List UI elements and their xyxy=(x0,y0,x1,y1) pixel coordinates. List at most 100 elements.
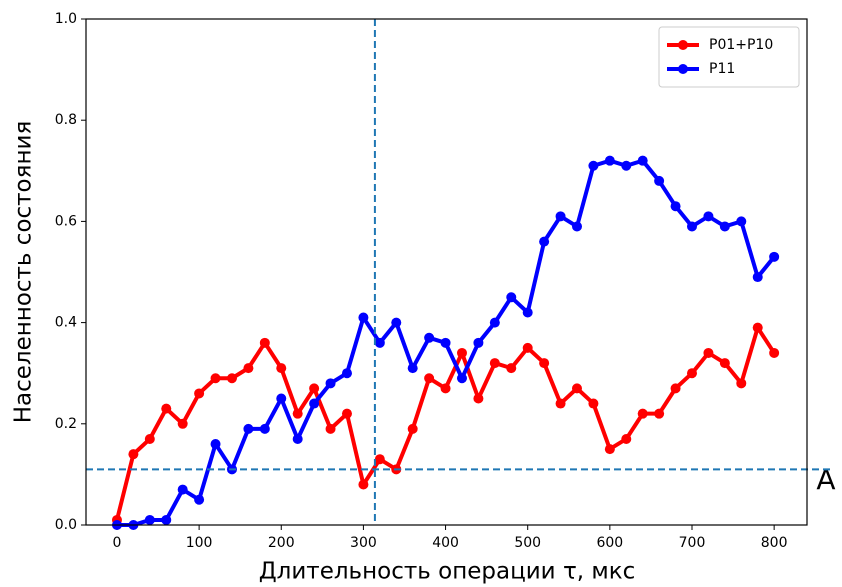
point xyxy=(128,449,139,460)
point xyxy=(752,322,763,333)
point xyxy=(686,368,697,379)
point xyxy=(292,433,303,444)
point xyxy=(325,378,336,389)
point xyxy=(226,373,237,384)
point xyxy=(571,383,582,394)
x-tick-label: 700 xyxy=(679,535,706,551)
point xyxy=(670,201,681,212)
point xyxy=(588,398,599,409)
point xyxy=(276,363,287,374)
point xyxy=(555,398,566,409)
series-line xyxy=(115,325,776,521)
point xyxy=(407,363,418,374)
x-tick-label: 800 xyxy=(761,535,788,551)
point xyxy=(637,155,648,166)
point xyxy=(736,378,747,389)
point xyxy=(686,221,697,232)
x-tick-label: 500 xyxy=(514,535,541,551)
point xyxy=(604,155,615,166)
x-axis-label: Длительность операции τ, мкс xyxy=(259,559,636,585)
point xyxy=(489,358,500,369)
x-tick-label: 0 xyxy=(113,535,122,551)
x-tick-label: 300 xyxy=(350,535,377,551)
point xyxy=(374,337,385,348)
legend-marker xyxy=(678,64,688,74)
point xyxy=(703,211,714,222)
x-tick-label: 200 xyxy=(268,535,295,551)
point xyxy=(177,484,188,495)
plot-frame xyxy=(85,18,808,526)
point xyxy=(473,393,484,404)
point xyxy=(177,418,188,429)
point xyxy=(210,373,221,384)
point xyxy=(522,342,533,353)
legend-label: P11 xyxy=(709,61,735,77)
y-axis-label: Населенность состояния xyxy=(11,121,37,424)
point xyxy=(703,347,714,358)
point xyxy=(654,175,665,186)
point xyxy=(588,160,599,171)
point xyxy=(736,216,747,227)
point xyxy=(358,479,369,490)
x-tick-label: 400 xyxy=(432,535,459,551)
point xyxy=(440,337,451,348)
point xyxy=(654,408,665,419)
point xyxy=(161,403,172,414)
point xyxy=(621,433,632,444)
point xyxy=(259,337,270,348)
point xyxy=(456,347,467,358)
point xyxy=(769,347,780,358)
point xyxy=(358,312,369,323)
y-tick-label: 0.4 xyxy=(55,315,77,331)
point xyxy=(456,373,467,384)
legend-box xyxy=(658,26,800,88)
point xyxy=(341,408,352,419)
point xyxy=(292,408,303,419)
point xyxy=(144,433,155,444)
point xyxy=(194,388,205,399)
point xyxy=(424,332,435,343)
point xyxy=(243,423,254,434)
point xyxy=(719,221,730,232)
y-tick-label: 1.0 xyxy=(55,11,77,27)
point xyxy=(539,236,550,247)
point xyxy=(719,358,730,369)
point xyxy=(555,211,566,222)
point xyxy=(161,514,172,525)
point xyxy=(309,383,320,394)
point xyxy=(637,408,648,419)
point xyxy=(489,317,500,328)
y-tick-label: 0.2 xyxy=(55,416,77,432)
point xyxy=(276,393,287,404)
point xyxy=(259,423,270,434)
point xyxy=(769,251,780,262)
x-tick-label: 600 xyxy=(596,535,623,551)
point xyxy=(522,307,533,318)
y-tick-label: 0.6 xyxy=(55,213,77,229)
point xyxy=(571,221,582,232)
point xyxy=(506,292,517,303)
x-tick-label: 100 xyxy=(186,535,213,551)
point xyxy=(621,160,632,171)
annotation: A xyxy=(816,463,835,496)
point xyxy=(539,358,550,369)
legend-marker xyxy=(678,40,688,50)
legend-label: P01+P10 xyxy=(709,37,773,53)
point xyxy=(243,363,254,374)
point xyxy=(309,398,320,409)
point xyxy=(325,423,336,434)
point xyxy=(144,514,155,525)
point xyxy=(424,373,435,384)
point xyxy=(341,368,352,379)
point xyxy=(670,383,681,394)
point xyxy=(440,383,451,394)
point xyxy=(374,454,385,465)
point xyxy=(210,439,221,450)
point xyxy=(752,272,763,283)
point xyxy=(391,317,402,328)
y-tick-label: 0.0 xyxy=(55,517,77,533)
point xyxy=(506,363,517,374)
point xyxy=(194,494,205,505)
point xyxy=(604,444,615,455)
